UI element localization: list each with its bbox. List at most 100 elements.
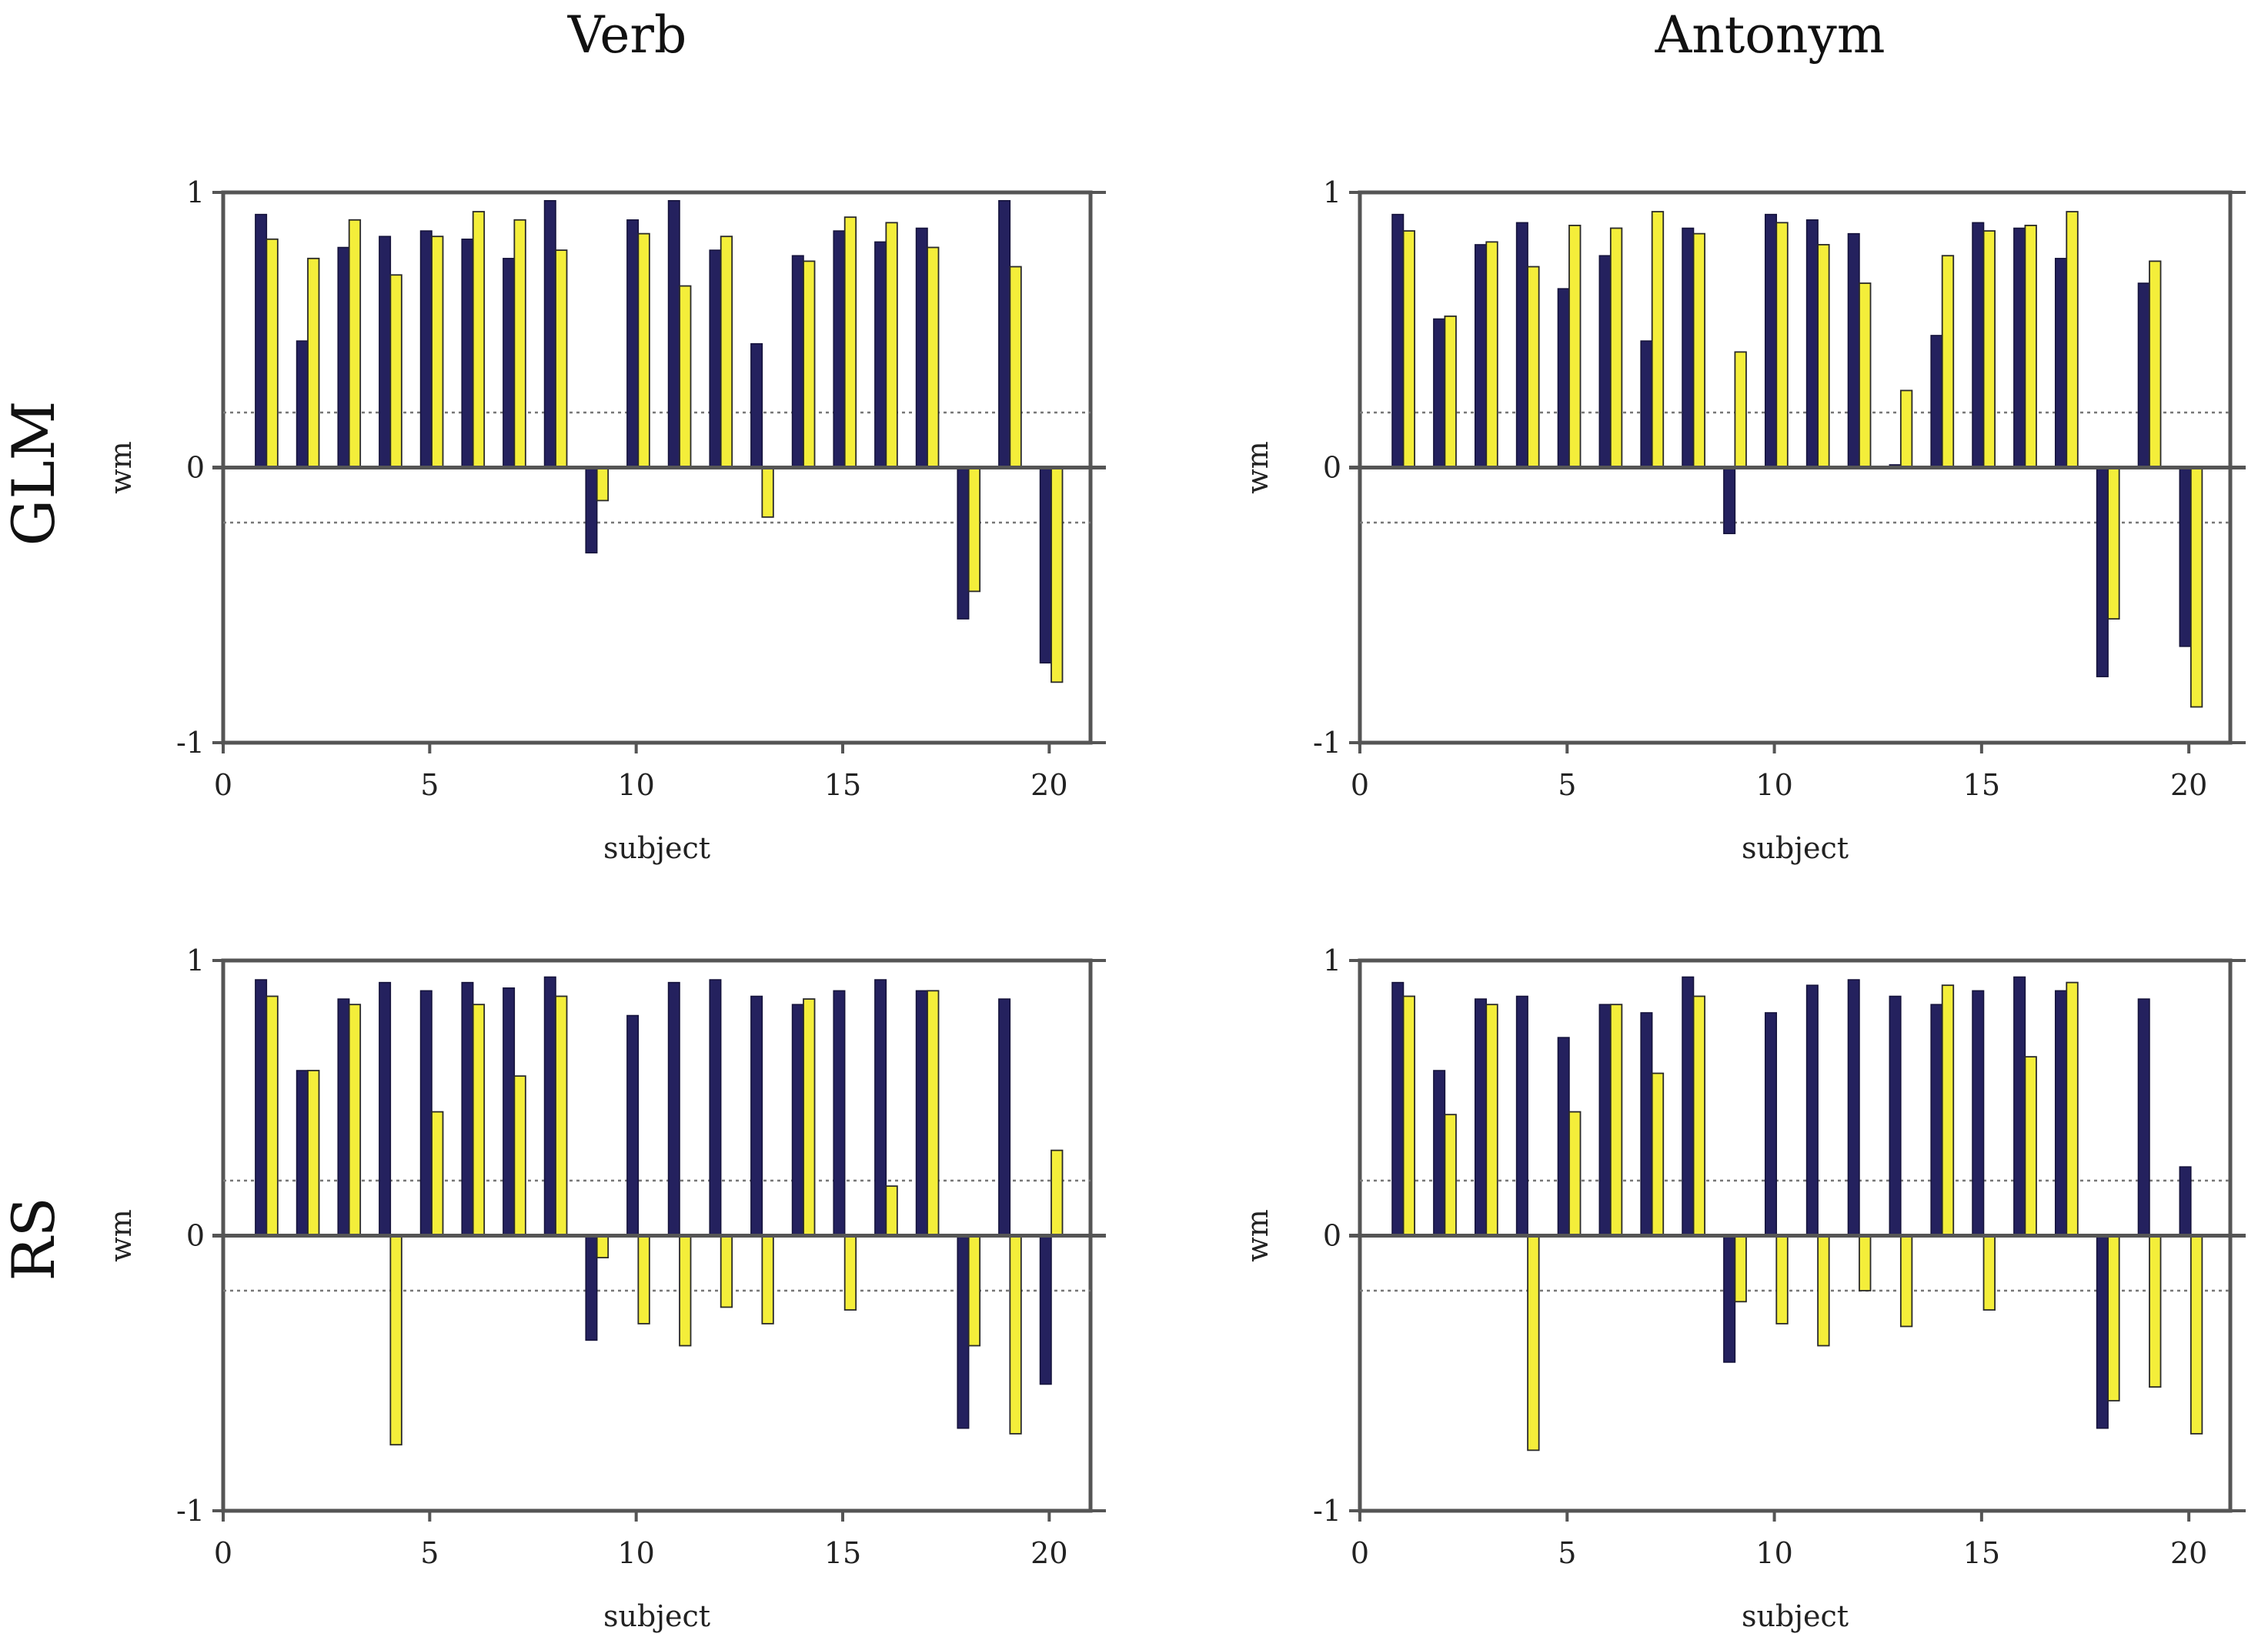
bar-series-1-subject-2 (296, 340, 309, 469)
bar-series-2-subject-8 (555, 249, 568, 469)
y-tick-label: 0 (186, 451, 205, 485)
bar-series-2-subject-3 (1485, 241, 1498, 469)
bar-series-1-subject-14 (791, 255, 804, 469)
bar-series-1-subject-3 (1474, 998, 1488, 1237)
bar-series-2-subject-12 (1859, 282, 1872, 469)
bar-series-2-subject-18 (2107, 1234, 2120, 1401)
bar-series-2-subject-13 (761, 1234, 774, 1325)
bar-series-1-subject-8 (543, 976, 556, 1237)
bar-series-1-subject-12 (709, 979, 722, 1237)
bar-series-1-subject-15 (833, 990, 846, 1237)
bar-series-2-subject-16 (2024, 224, 2037, 469)
bar-series-1-subject-10 (626, 219, 640, 469)
y-axis-label: wm (1241, 441, 1274, 494)
x-tick-label: 10 (1755, 1536, 1792, 1570)
bar-series-2-subject-19 (2149, 1234, 2162, 1388)
bar-series-2-subject-5 (1568, 1111, 1582, 1237)
bar-series-2-subject-9 (1734, 351, 1747, 469)
bar-series-2-subject-20 (1050, 466, 1064, 683)
bar-series-1-subject-11 (667, 199, 680, 469)
x-tick-label: 0 (214, 1536, 232, 1570)
x-tick-label: 0 (1351, 768, 1369, 802)
bar-series-1-subject-4 (1515, 222, 1528, 469)
x-axis-label: subject (1742, 1599, 1849, 1633)
x-tick-label: 20 (2170, 1536, 2207, 1570)
x-tick-label: 15 (1963, 768, 2000, 802)
bar-series-1-subject-5 (419, 230, 433, 469)
bar-series-2-subject-16 (2024, 1056, 2037, 1237)
bar-series-2-subject-1 (266, 995, 279, 1237)
bar-series-1-subject-10 (626, 1014, 640, 1237)
y-axis-label: wm (104, 1209, 138, 1262)
bar-series-1-subject-3 (1474, 244, 1488, 469)
bar-series-1-subject-19 (2137, 282, 2150, 469)
bar-series-2-subject-8 (555, 995, 568, 1237)
bar-series-1-subject-10 (1764, 213, 1778, 469)
bar-series-2-subject-13 (1899, 389, 1913, 469)
bar-series-2-subject-9 (1734, 1234, 1747, 1303)
bar-series-1-subject-2 (1433, 318, 1446, 469)
bar-series-1-subject-5 (419, 990, 433, 1237)
bar-series-1-subject-9 (1723, 1234, 1736, 1363)
bar-series-2-subject-20 (2190, 466, 2203, 708)
x-tick-label: 15 (824, 768, 861, 802)
bar-series-2-subject-17 (2066, 981, 2079, 1237)
bar-series-1-subject-1 (1391, 981, 1405, 1237)
bar-series-2-subject-3 (348, 219, 362, 469)
bar-series-2-subject-18 (967, 466, 981, 593)
bar-series-1-subject-6 (1598, 1004, 1612, 1237)
bar-series-2-subject-15 (1982, 230, 1996, 469)
bar-series-2-subject-1 (1402, 995, 1415, 1237)
bar-series-1-subject-19 (2137, 998, 2150, 1237)
bar-series-2-subject-2 (1444, 315, 1457, 469)
bar-series-2-subject-12 (1859, 1234, 1872, 1291)
y-tick-label: 0 (1323, 1219, 1341, 1253)
x-tick-label: 10 (617, 1536, 654, 1570)
bar-series-2-subject-10 (1775, 1234, 1789, 1325)
bar-series-1-subject-2 (296, 1070, 309, 1237)
bar-series-1-subject-6 (461, 239, 474, 469)
bar-series-2-subject-16 (885, 1185, 898, 1237)
column-title-verb: Verb (567, 5, 686, 65)
bar-series-2-subject-3 (1485, 1004, 1498, 1237)
x-tick-label: 20 (2170, 768, 2207, 802)
bar-series-1-subject-19 (998, 998, 1011, 1237)
bar-series-2-subject-11 (1817, 1234, 1830, 1347)
bar-series-1-subject-16 (2013, 976, 2026, 1237)
row-label-rs: RS (0, 1197, 68, 1281)
bar-series-2-subject-6 (472, 211, 486, 469)
bar-series-1-subject-17 (915, 990, 928, 1237)
bar-series-1-subject-1 (1391, 213, 1405, 469)
bar-series-1-subject-15 (1972, 222, 1985, 469)
y-axis-label: wm (104, 441, 138, 494)
bar-series-2-subject-8 (1692, 232, 1705, 469)
bar-series-2-subject-17 (2066, 211, 2079, 469)
bar-series-2-subject-7 (1651, 1072, 1665, 1237)
bar-series-1-subject-19 (998, 199, 1011, 469)
row-label-glm: GLM (0, 401, 68, 546)
bar-series-2-subject-20 (1050, 1149, 1064, 1237)
y-axis-label: wm (1241, 1209, 1274, 1262)
y-tick-label: -1 (1313, 726, 1341, 760)
bar-series-1-subject-8 (1682, 976, 1695, 1237)
bar-series-1-subject-8 (543, 199, 556, 469)
x-tick-label: 20 (1030, 1536, 1067, 1570)
bar-series-1-subject-16 (874, 241, 887, 469)
bar-series-1-subject-18 (957, 1234, 970, 1429)
bar-series-2-subject-8 (1692, 995, 1705, 1237)
bar-series-2-subject-4 (1527, 266, 1540, 469)
bar-series-1-subject-3 (337, 998, 350, 1237)
bar-series-2-subject-19 (2149, 260, 2162, 469)
bar-series-2-subject-7 (1651, 211, 1665, 469)
x-axis-label: subject (603, 1599, 710, 1633)
bar-series-2-subject-9 (596, 466, 610, 502)
bar-series-2-subject-4 (1527, 1234, 1540, 1452)
bar-series-1-subject-6 (461, 981, 474, 1237)
bar-series-1-subject-7 (1640, 340, 1653, 469)
bar-series-1-subject-14 (1930, 1004, 1943, 1237)
y-tick-label: 1 (1323, 944, 1341, 977)
bar-series-2-subject-5 (431, 236, 444, 469)
